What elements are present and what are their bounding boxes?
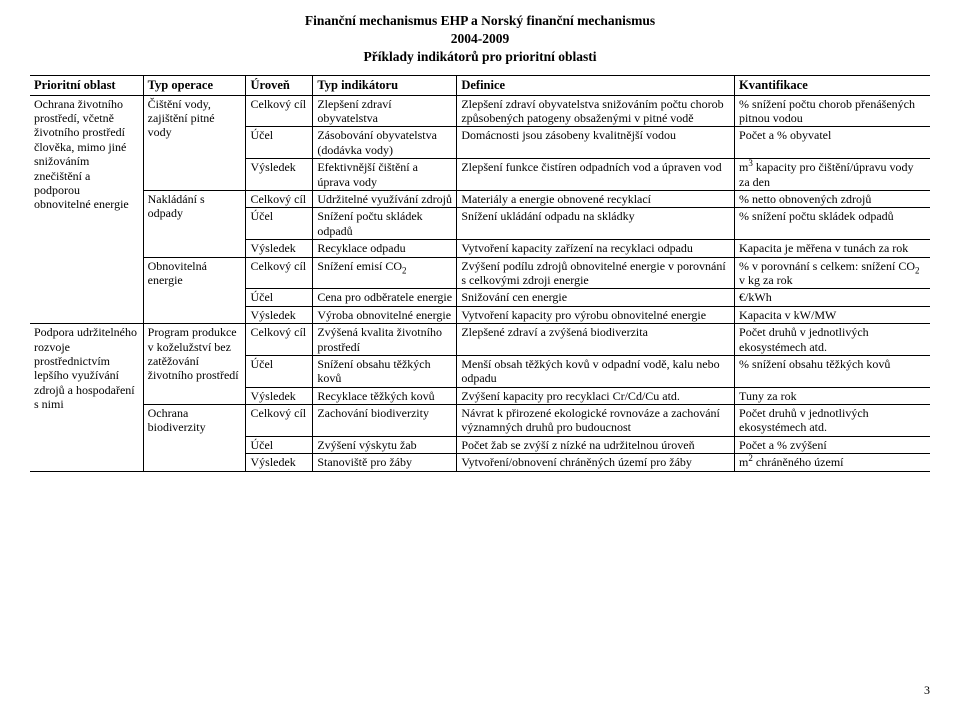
- cell-indicator: Snížení emisí CO2: [313, 257, 457, 289]
- cell-quantification: m2 chráněného území: [735, 454, 930, 471]
- table-row: Ochrana životního prostředí, včetně živo…: [30, 95, 930, 127]
- cell-indicator: Efektivnější čištění a úprava vody: [313, 159, 457, 191]
- cell-definition: Vytvoření/obnovení chráněných území pro …: [457, 454, 735, 471]
- cell-definition: Zlepšení funkce čistíren odpadních vod a…: [457, 159, 735, 191]
- cell-level: Celkový cíl: [246, 324, 313, 356]
- page-number: 3: [924, 683, 930, 698]
- indicators-table: Prioritní oblast Typ operace Úroveň Typ …: [30, 75, 930, 472]
- cell-quantification: Počet druhů v jednotlivých ekosystémech …: [735, 324, 930, 356]
- table-row: Ochrana biodiverzityCelkový cílZachování…: [30, 405, 930, 437]
- cell-indicator: Udržitelné využívání zdrojů: [313, 191, 457, 208]
- cell-indicator: Recyklace těžkých kovů: [313, 387, 457, 404]
- cell-quantification: m3 kapacity pro čištění/úpravu vody za d…: [735, 159, 930, 191]
- cell-indicator: Snížení počtu skládek odpadů: [313, 208, 457, 240]
- cell-level: Celkový cíl: [246, 191, 313, 208]
- cell-definition: Počet žab se zvýší z nízké na udržitelno…: [457, 436, 735, 453]
- cell-definition: Vytvoření kapacity pro výrobu obnoviteln…: [457, 306, 735, 323]
- cell-level: Účel: [246, 289, 313, 306]
- table-row: Podpora udržitelného rozvoje prostřednic…: [30, 324, 930, 356]
- cell-level: Účel: [246, 208, 313, 240]
- cell-level: Výsledek: [246, 306, 313, 323]
- cell-level: Celkový cíl: [246, 95, 313, 127]
- col-header-level: Úroveň: [246, 75, 313, 95]
- table-row: Obnovitelná energieCelkový cílSnížení em…: [30, 257, 930, 289]
- cell-level: Celkový cíl: [246, 405, 313, 437]
- cell-quantification: Tuny za rok: [735, 387, 930, 404]
- cell-level: Účel: [246, 436, 313, 453]
- cell-level: Výsledek: [246, 387, 313, 404]
- cell-indicator: Zachování biodiverzity: [313, 405, 457, 437]
- cell-quantification: Počet druhů v jednotlivých ekosystémech …: [735, 405, 930, 437]
- cell-quantification: Kapacita v kW/MW: [735, 306, 930, 323]
- table-body: Ochrana životního prostředí, včetně živo…: [30, 95, 930, 471]
- cell-definition: Snížení ukládání odpadu na skládky: [457, 208, 735, 240]
- cell-level: Účel: [246, 127, 313, 159]
- cell-definition: Návrat k přirozené ekologické rovnováze …: [457, 405, 735, 437]
- cell-indicator: Zlepšení zdraví obyvatelstva: [313, 95, 457, 127]
- cell-operation: Čištění vody, zajištění pitné vody: [143, 95, 246, 190]
- cell-quantification: Počet a % obyvatel: [735, 127, 930, 159]
- title-line-1: Finanční mechanismus EHP a Norský finanč…: [30, 12, 930, 30]
- cell-definition: Menší obsah těžkých kovů v odpadní vodě,…: [457, 355, 735, 387]
- col-header-area: Prioritní oblast: [30, 75, 143, 95]
- cell-indicator: Výroba obnovitelné energie: [313, 306, 457, 323]
- cell-quantification: % snížení počtu skládek odpadů: [735, 208, 930, 240]
- cell-quantification: Počet a % zvýšení: [735, 436, 930, 453]
- cell-quantification: % snížení počtu chorob přenášených pitno…: [735, 95, 930, 127]
- cell-level: Účel: [246, 355, 313, 387]
- cell-indicator: Stanoviště pro žáby: [313, 454, 457, 471]
- table-header-row: Prioritní oblast Typ operace Úroveň Typ …: [30, 75, 930, 95]
- cell-level: Výsledek: [246, 454, 313, 471]
- cell-quantification: % snížení obsahu těžkých kovů: [735, 355, 930, 387]
- cell-indicator: Snížení obsahu těžkých kovů: [313, 355, 457, 387]
- cell-operation: Nakládání s odpady: [143, 191, 246, 258]
- cell-level: Výsledek: [246, 159, 313, 191]
- cell-definition: Domácnosti jsou zásobeny kvalitnější vod…: [457, 127, 735, 159]
- cell-definition: Vytvoření kapacity zařízení na recyklaci…: [457, 240, 735, 257]
- cell-indicator: Zvýšená kvalita životního prostředí: [313, 324, 457, 356]
- cell-quantification: % v porovnání s celkem: snížení CO2 v kg…: [735, 257, 930, 289]
- cell-area: Ochrana životního prostředí, včetně živo…: [30, 95, 143, 323]
- col-header-op: Typ operace: [143, 75, 246, 95]
- cell-level: Výsledek: [246, 240, 313, 257]
- cell-level: Celkový cíl: [246, 257, 313, 289]
- document-page: Finanční mechanismus EHP a Norský finanč…: [0, 0, 960, 706]
- cell-operation: Program produkce v koželužství bez zatěž…: [143, 324, 246, 405]
- cell-quantification: % netto obnovených zdrojů: [735, 191, 930, 208]
- cell-indicator: Recyklace odpadu: [313, 240, 457, 257]
- table-row: Nakládání s odpadyCelkový cílUdržitelné …: [30, 191, 930, 208]
- col-header-definition: Definice: [457, 75, 735, 95]
- col-header-indicator: Typ indikátoru: [313, 75, 457, 95]
- cell-definition: Zlepšení zdraví obyvatelstva snižováním …: [457, 95, 735, 127]
- cell-definition: Snižování cen energie: [457, 289, 735, 306]
- cell-indicator: Zásobování obyvatelstva (dodávka vody): [313, 127, 457, 159]
- cell-definition: Zlepšené zdraví a zvýšená biodiverzita: [457, 324, 735, 356]
- cell-indicator: Cena pro odběratele energie: [313, 289, 457, 306]
- title-line-2: 2004-2009: [30, 30, 930, 48]
- cell-area: Podpora udržitelného rozvoje prostřednic…: [30, 324, 143, 472]
- cell-definition: Zvýšení kapacity pro recyklaci Cr/Cd/Cu …: [457, 387, 735, 404]
- col-header-quant: Kvantifikace: [735, 75, 930, 95]
- document-title: Finanční mechanismus EHP a Norský finanč…: [30, 12, 930, 67]
- cell-operation: Obnovitelná energie: [143, 257, 246, 324]
- cell-definition: Zvýšení podílu zdrojů obnovitelné energi…: [457, 257, 735, 289]
- cell-quantification: €/kWh: [735, 289, 930, 306]
- cell-indicator: Zvýšení výskytu žab: [313, 436, 457, 453]
- cell-operation: Ochrana biodiverzity: [143, 405, 246, 472]
- cell-definition: Materiály a energie obnovené recyklací: [457, 191, 735, 208]
- title-line-3: Příklady indikátorů pro prioritní oblast…: [30, 48, 930, 66]
- cell-quantification: Kapacita je měřena v tunách za rok: [735, 240, 930, 257]
